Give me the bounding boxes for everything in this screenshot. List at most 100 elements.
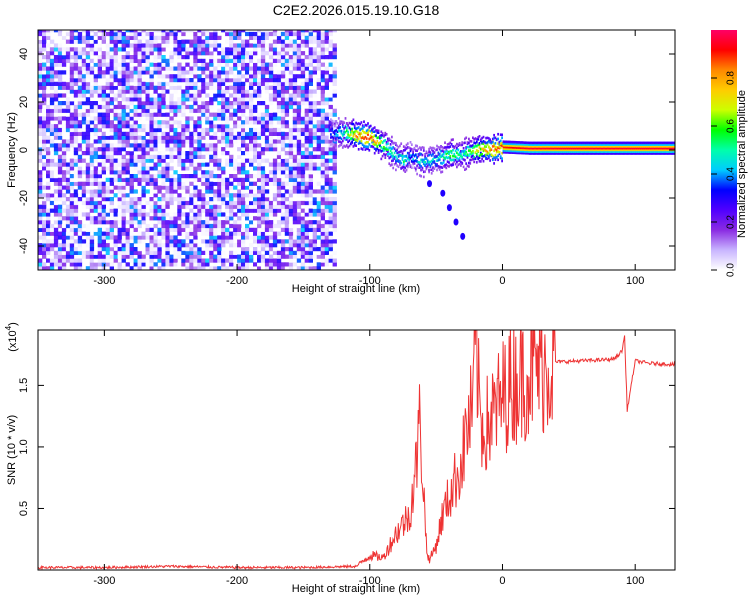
signal-cell	[460, 160, 462, 164]
signal-cell	[414, 159, 417, 162]
spectrogram-cell	[316, 262, 321, 267]
spectrogram-cell	[193, 258, 198, 263]
signal-cell	[395, 142, 397, 145]
spectrogram-cell	[173, 177, 178, 182]
spectrogram-cell	[121, 204, 126, 209]
signal-cell	[497, 150, 499, 153]
spectrogram-cell	[233, 51, 238, 56]
spectrogram-cell	[121, 139, 126, 144]
spectrogram-cell	[288, 81, 294, 86]
spectrogram-cell	[85, 81, 91, 86]
spectrogram-cell	[284, 220, 290, 225]
spectrogram-cell	[157, 30, 162, 33]
spectrogram-cell	[245, 266, 250, 270]
spectrogram-cell	[85, 43, 91, 48]
signal-cell	[506, 147, 509, 151]
spectrogram-cell	[73, 147, 79, 152]
spectrogram-cell	[46, 250, 51, 255]
spectrogram-cell	[193, 93, 198, 98]
spectrogram-cell	[260, 231, 266, 236]
spectrogram-cell	[165, 204, 170, 209]
spectrogram-cell	[233, 193, 238, 198]
spectrogram-cell	[169, 220, 174, 225]
spectrogram-cell	[73, 120, 79, 125]
spectrogram-cell	[125, 243, 130, 248]
spectrogram-cell	[316, 139, 321, 144]
spectrogram-cell	[268, 112, 274, 117]
spectrogram-cell	[217, 101, 222, 106]
spectrogram-cell	[145, 78, 150, 83]
signal-cell	[428, 147, 430, 151]
spectrogram-cell	[133, 112, 138, 117]
signal-cell	[469, 158, 472, 162]
spectrogram-cell	[65, 220, 71, 225]
spectrogram-cell	[113, 74, 118, 79]
spectrogram-cell	[245, 193, 250, 198]
spectrogram-cell	[61, 185, 67, 190]
signal-cell	[444, 164, 446, 167]
spectrogram-cell	[304, 250, 309, 255]
spectrogram-cell	[38, 85, 43, 90]
spectrogram-cell	[69, 62, 75, 67]
spectrogram-cell	[113, 143, 118, 148]
signal-cell	[422, 170, 425, 174]
spectrogram-cell	[149, 174, 154, 179]
signal-cell	[551, 150, 554, 153]
spectrogram-cell	[201, 223, 206, 229]
spectrogram-cell	[117, 101, 122, 106]
spectrogram-cell	[245, 177, 250, 182]
spectrogram-cell	[109, 55, 114, 60]
spectrogram-cell	[260, 101, 266, 106]
signal-cell	[441, 166, 444, 169]
signal-cell	[339, 122, 341, 125]
spectrogram-cell	[157, 62, 162, 67]
spectrogram-cell	[73, 116, 79, 121]
spectrogram-cell	[81, 116, 87, 121]
signal-cell	[349, 142, 352, 145]
spectrogram-cell	[38, 35, 43, 40]
spectrogram-cell	[276, 58, 282, 63]
spectrogram-cell	[161, 35, 166, 40]
spectrogram-cell	[149, 216, 154, 221]
spectrogram-cell	[233, 235, 238, 240]
spectrogram-cell	[169, 262, 174, 267]
spectrogram-cell	[276, 101, 282, 106]
signal-cell	[515, 142, 518, 146]
signal-cell	[399, 150, 401, 154]
spectrogram-cell	[193, 154, 198, 159]
spectrogram-cell	[328, 177, 333, 182]
spectrogram-cell	[221, 189, 226, 194]
spectrogram-cell	[225, 239, 230, 244]
signal-cell	[534, 148, 537, 152]
spectrogram-cell	[272, 116, 278, 121]
signal-cell	[418, 163, 421, 167]
spectrogram-cell	[185, 104, 190, 110]
spectrogram-cell	[93, 89, 98, 94]
spectrogram-cell	[89, 247, 95, 252]
spectrogram-cell	[197, 131, 202, 136]
signal-cell	[389, 149, 392, 153]
spectrogram-cell	[89, 193, 95, 198]
spectrogram-cell	[42, 43, 47, 48]
spectrogram-cell	[153, 200, 158, 206]
spectrogram-cell	[85, 235, 91, 240]
spectrogram-cell	[245, 250, 250, 255]
spectrogram-cell	[93, 177, 98, 182]
signal-cell	[409, 164, 412, 167]
spectrogram-cell	[105, 227, 110, 232]
spectrogram-cell	[173, 31, 178, 37]
spectrogram-cell	[149, 204, 154, 209]
spectrogram-cell	[288, 120, 294, 125]
spectrogram-cell	[38, 97, 43, 102]
spectrogram-cell	[217, 124, 222, 129]
spectrogram-cell	[97, 135, 102, 140]
signal-cell	[482, 149, 485, 153]
signal-cell	[336, 122, 339, 125]
spectrogram-cell	[165, 154, 170, 159]
signal-cell	[332, 143, 335, 146]
spectrogram-cell	[328, 78, 333, 83]
spectrogram-cell	[38, 185, 43, 190]
spectrogram-cell	[237, 47, 242, 52]
spectrogram-cell	[189, 250, 194, 255]
signal-cell	[418, 161, 421, 164]
